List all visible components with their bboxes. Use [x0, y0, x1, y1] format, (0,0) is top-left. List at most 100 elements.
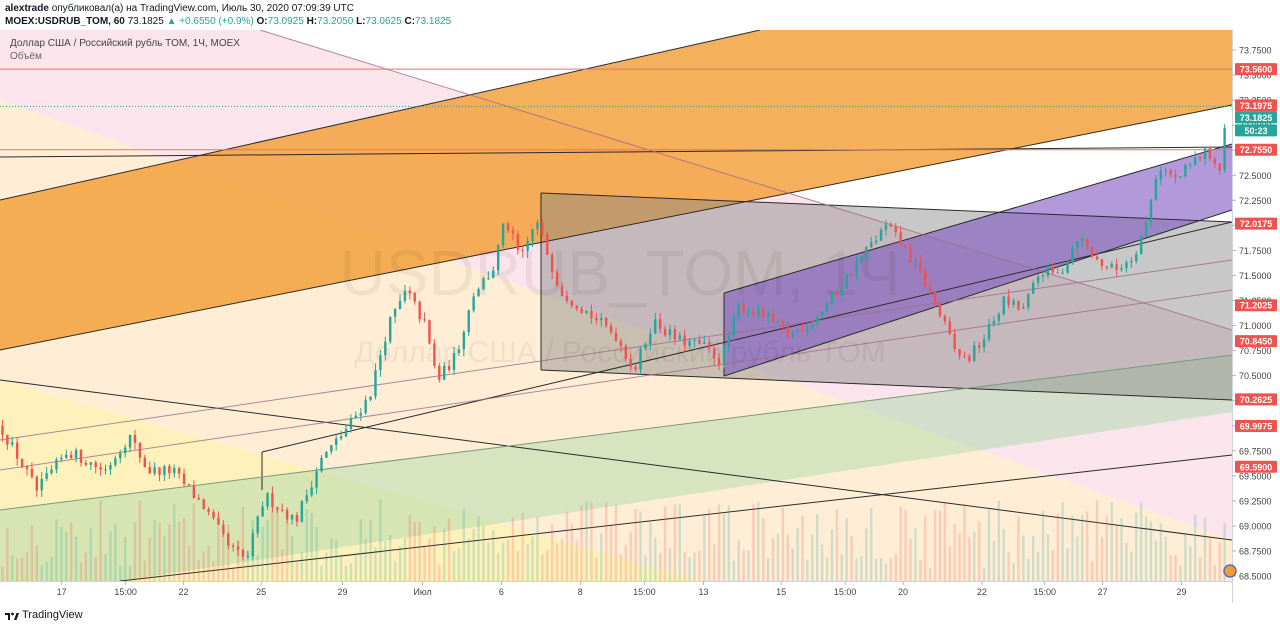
candle-body [1179, 176, 1182, 178]
time-axis[interactable]: 17 15:00 22 25 29 Июл 6 8 15:00 13 15 15:00 20 22 15:0… [57, 581, 1187, 597]
volume-bar [364, 538, 367, 581]
candle-body [1081, 238, 1084, 242]
candle-body [158, 467, 161, 475]
candle-body [369, 396, 372, 400]
volume-bar [536, 516, 539, 581]
tradingview-brand[interactable]: TradingView [5, 609, 83, 621]
instrument-legend[interactable]: Доллар США / Российский рубль TOM, 1Ч, M… [10, 37, 240, 49]
candle-body [30, 468, 34, 477]
candle-body [698, 339, 701, 344]
volume-bar [65, 531, 68, 581]
volume-bar [79, 562, 83, 581]
volume-bar [1031, 535, 1035, 581]
price-chart[interactable]: USDRUB_TOM, 1Ч Доллар США / Российский р… [0, 30, 1280, 603]
volume-bar [354, 555, 358, 581]
candle-body [712, 348, 716, 359]
chart-header: alextrade опубликовал(а) на TradingView.… [0, 0, 1280, 30]
volume-bar [433, 526, 436, 581]
volume-bar [786, 534, 789, 581]
volume-bar [227, 524, 230, 581]
volume-bar [1120, 518, 1123, 581]
x-tick-label: 15:00 [114, 587, 137, 597]
y-tick-label: 73.7500 [1239, 46, 1272, 56]
volume-bar [305, 509, 308, 581]
volume-bar [1046, 534, 1050, 581]
volume-bar [820, 544, 824, 581]
volume-bar [1076, 536, 1079, 581]
volume-bar [109, 530, 112, 581]
candle-body [94, 462, 97, 468]
candle-body [894, 226, 897, 233]
volume-bar [1056, 514, 1059, 581]
volume-bar [384, 540, 387, 581]
volume-bar [1022, 535, 1025, 581]
candle-body [1002, 296, 1005, 315]
volume-bar [776, 534, 780, 581]
volume-bar [870, 507, 873, 581]
volume-bar [457, 548, 461, 581]
candle-body [816, 315, 819, 325]
scale-settings-icon[interactable] [1223, 564, 1237, 578]
volume-legend[interactable]: Объём [10, 50, 42, 62]
candle-body [727, 336, 731, 346]
ohlc-open: O:73.0925 [256, 16, 304, 27]
candle-body [590, 311, 593, 318]
price-badge [1235, 143, 1277, 156]
ohlc-high: H:73.2050 [306, 16, 354, 27]
volume-bar [315, 526, 318, 581]
candle-body [914, 261, 917, 263]
candle-body [786, 327, 789, 337]
x-tick-label: 15 [776, 587, 786, 597]
candle-body [943, 315, 947, 322]
volume-bar [148, 537, 151, 581]
volume-bar [1090, 561, 1094, 581]
candle-body [173, 468, 176, 474]
volume-bar [443, 528, 446, 581]
x-tick-label: 13 [698, 587, 708, 597]
candle-body [501, 223, 505, 246]
volume-bar [516, 550, 520, 581]
volume-bar [644, 555, 647, 581]
candle-body [919, 261, 922, 271]
symbol-label[interactable]: MOEX:USDRUB_TOM, 60 [5, 16, 125, 27]
candle-body [99, 467, 102, 470]
published-text: опубликовал(а) на TradingView.com, Июль … [51, 3, 354, 14]
candle-body [1061, 272, 1064, 274]
candle-body [168, 466, 171, 474]
volume-bar [938, 510, 942, 581]
candle-body [604, 317, 608, 326]
candle-body [1189, 164, 1192, 166]
candle-body [192, 485, 196, 499]
candle-body [133, 435, 137, 443]
volume-bar [344, 565, 348, 581]
candle-body [320, 457, 323, 472]
candle-body [472, 296, 475, 311]
candle-body [1159, 170, 1163, 180]
candle-body [560, 285, 564, 296]
candle-body [683, 335, 686, 346]
candle-body [153, 467, 156, 474]
candle-body [1213, 158, 1217, 164]
candle-body [600, 317, 603, 321]
publisher-name[interactable]: alextrade [5, 3, 49, 14]
trend-lines [0, 30, 1232, 581]
price-badge [1235, 335, 1277, 348]
volume-bar [978, 521, 981, 581]
candle-body [487, 278, 490, 280]
y-tick-label: 71.0000 [1239, 321, 1272, 331]
candle-body [1193, 157, 1197, 165]
candle-body [40, 478, 43, 491]
candle-body [658, 319, 662, 329]
candle-body [546, 234, 549, 255]
volume-bar [575, 540, 578, 581]
candle-body [1027, 293, 1030, 308]
candle-body [933, 291, 937, 305]
x-tick-label: 6 [499, 587, 504, 597]
volume-bar [1027, 558, 1030, 581]
volume-bar [654, 537, 657, 581]
volume-bar [330, 537, 333, 581]
candle-body [649, 333, 652, 344]
volume-bar [231, 567, 235, 581]
candle-body [305, 495, 308, 502]
candle-body [624, 345, 628, 359]
